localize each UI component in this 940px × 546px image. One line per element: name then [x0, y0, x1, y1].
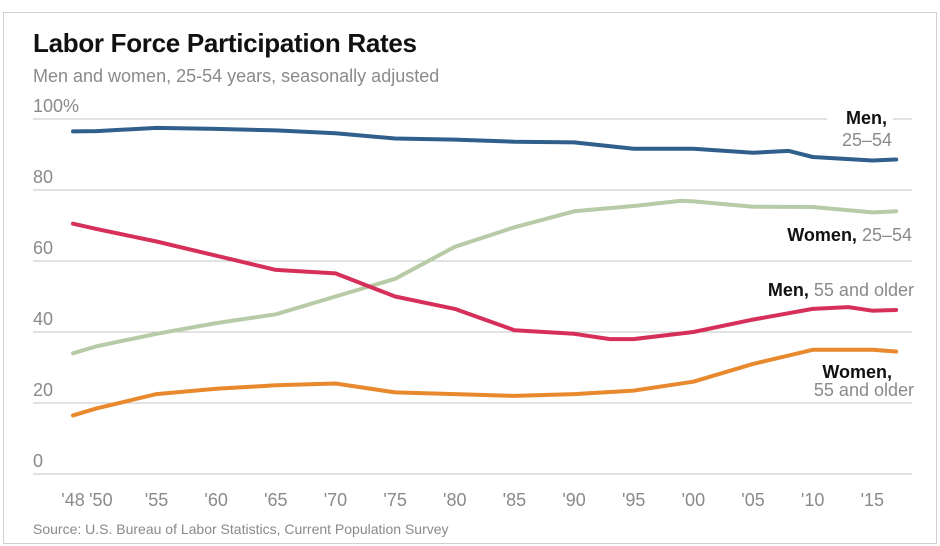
series-line-3 [71, 347, 899, 418]
series-line-2 [71, 221, 899, 342]
series-label: Men, 55 and older [768, 280, 914, 300]
series-line-1 [71, 198, 899, 356]
chart-frame [3, 12, 937, 544]
label-bg [832, 360, 898, 382]
x-tick-label: '00 [682, 490, 705, 510]
x-tick-label: '65 [264, 490, 287, 510]
y-tick-label: 80 [33, 167, 53, 187]
x-tick-label: '05 [741, 490, 764, 510]
y-tick-label: 0 [33, 451, 43, 471]
x-tick-label: '60 [204, 490, 227, 510]
y-tick-label: 100% [33, 96, 79, 116]
chart-title: Labor Force Participation Rates [33, 28, 417, 58]
x-tick-label: '55 [145, 490, 168, 510]
x-tick-label: '85 [503, 490, 526, 510]
series-label-bold: Men, [768, 280, 809, 300]
x-tick-label: '50 [89, 490, 112, 510]
x-tick-label: '48 [61, 490, 84, 510]
x-tick-label: '10 [801, 490, 824, 510]
series-label-bold: Women, [787, 225, 857, 245]
x-tick-label: '70 [324, 490, 347, 510]
label-bg [827, 106, 893, 128]
series-label-bold: Women, [822, 362, 892, 382]
y-tick-label: 20 [33, 380, 53, 400]
x-tick-label: '95 [622, 490, 645, 510]
x-tick-label: '90 [562, 490, 585, 510]
series-label: Women, 25–54 [787, 225, 912, 245]
series-label-light: 25–54 [842, 130, 892, 150]
x-tick-label: '15 [861, 490, 884, 510]
chart-subtitle: Men and women, 25-54 years, seasonally a… [33, 66, 440, 86]
y-tick-label: 40 [33, 309, 53, 329]
x-tick-label: '75 [383, 490, 406, 510]
series-label-light: 55 and older [814, 380, 914, 400]
series-line-0 [71, 125, 899, 163]
source-note: Source: U.S. Bureau of Labor Statistics,… [33, 521, 449, 537]
y-tick-label: 60 [33, 238, 53, 258]
series-label-light: 25–54 [857, 225, 912, 245]
x-tick-label: '80 [443, 490, 466, 510]
series-label-light: 55 and older [809, 280, 914, 300]
series-label-bold: Men, [846, 108, 887, 128]
